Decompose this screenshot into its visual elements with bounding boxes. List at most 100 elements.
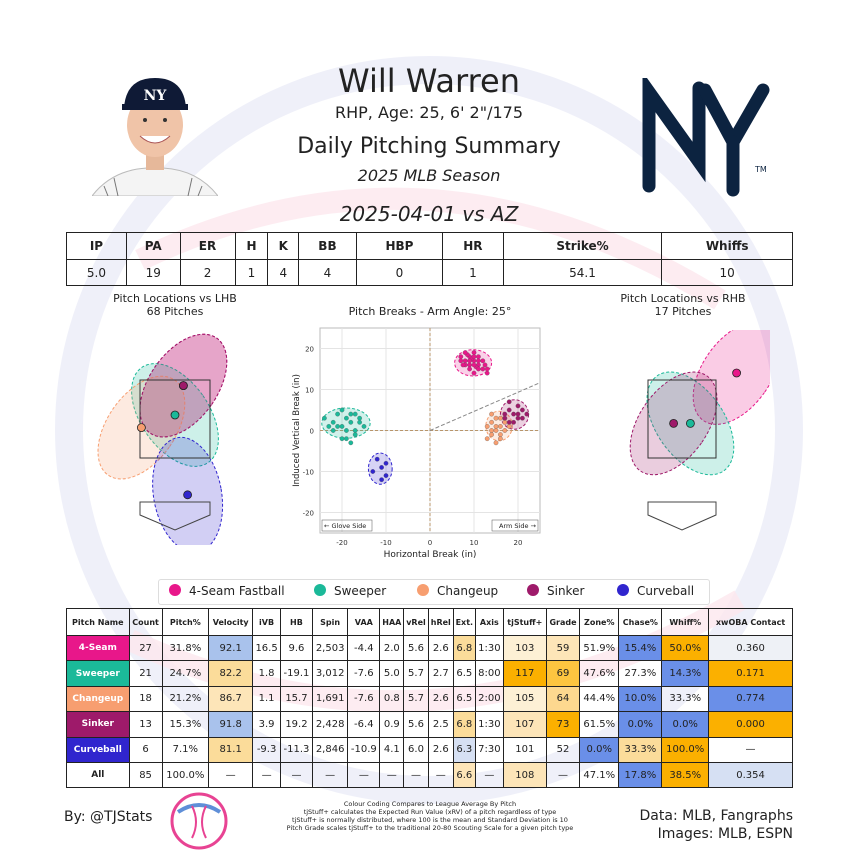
pitch-table-cell: 6.6 — [452, 761, 476, 789]
legend-item: Changeup — [417, 584, 498, 598]
svg-text:NY: NY — [144, 88, 168, 104]
break-point — [493, 428, 499, 433]
pitch-metrics-table: Pitch Name Count Pitch% Velocity iVB HB Spin VA… — [66, 608, 793, 789]
stats-header: K — [267, 232, 300, 260]
legend-swatch — [417, 584, 429, 596]
pitch-table-cell: 0.8 — [379, 685, 405, 713]
stats-value: 10 — [661, 259, 793, 286]
pitch-table-cell: — — [347, 761, 381, 789]
pitch-table-cell: 86.7 — [208, 685, 254, 713]
break-point — [471, 350, 477, 355]
home-plate — [647, 501, 717, 531]
break-point — [357, 415, 362, 421]
pitch-table-header: vRel — [403, 608, 429, 636]
break-point — [339, 407, 345, 413]
pitch-table-cell: 3,012 — [311, 660, 349, 687]
stats-value: 1 — [234, 259, 269, 286]
pitch-table-header: Ext. — [452, 608, 476, 636]
glove-side-box — [321, 519, 373, 532]
break-point — [379, 465, 384, 470]
pitch-table-cell: — — [545, 761, 581, 789]
rhb-pitch-count: 17 Pitches — [654, 305, 712, 318]
pitch-table-cell: 100.0% — [161, 761, 210, 789]
break-point — [515, 411, 521, 417]
pitch-table-cell: 50.0% — [661, 634, 710, 662]
pitch-table-cell: 2.7 — [427, 660, 454, 687]
break-point — [484, 366, 490, 372]
pitch-table-cell: 6.3 — [452, 736, 476, 763]
break-point — [476, 366, 481, 372]
player-name: Will Warren — [338, 62, 520, 100]
break-point — [502, 411, 508, 417]
location-point — [732, 368, 742, 378]
pitch-table-cell: 5.0 — [379, 660, 405, 687]
pitch-table-cell: 51.9% — [579, 634, 620, 662]
pitch-table-header: Zone% — [579, 608, 620, 636]
legend-label: Curveball — [637, 584, 695, 598]
pitch-table-cell: 2,428 — [311, 711, 349, 738]
stats-header: IP — [66, 232, 127, 260]
pitch-table-cell: 101 — [502, 736, 547, 763]
pitch-table-cell: 1.1 — [252, 685, 281, 713]
legend-item: Sweeper — [314, 584, 386, 598]
pitch-table-cell: 21.2% — [161, 685, 210, 713]
stats-header: H — [234, 232, 269, 260]
pitch-table-cell: 8:00 — [474, 660, 504, 687]
lhb-location-plot — [97, 333, 228, 545]
rhb-points — [669, 368, 742, 428]
byline: By: @TJStats — [64, 809, 153, 825]
break-point — [506, 419, 512, 425]
stats-header: HBP — [355, 232, 444, 260]
break-point — [458, 354, 464, 360]
pitch-table-header: HB — [279, 608, 313, 636]
break-point — [502, 419, 508, 425]
pitch-table-header: Axis — [474, 608, 504, 636]
pitch-table-cell: 0.000 — [708, 711, 793, 738]
pitch-table-cell: 6 — [128, 736, 163, 763]
pitch-table-cell: — — [379, 761, 405, 789]
break-point — [467, 358, 472, 364]
lhb-points — [137, 381, 192, 500]
pitch-table-cell: — — [279, 761, 313, 789]
stats-header: PA — [125, 232, 181, 260]
pitch-table-cell: 10.0% — [618, 685, 663, 713]
stats-value: 5.0 — [66, 259, 127, 286]
break-point — [515, 415, 521, 421]
break-point — [460, 362, 466, 368]
pitch-table-cell: -10.9 — [347, 736, 381, 763]
pitch-table-cell: — — [427, 761, 454, 789]
break-point — [462, 358, 468, 364]
pitch-table-row: Curveball 6 7.1% 81.1 -9.3 -11.3 2,846 -10.9 4.1… — [66, 736, 793, 763]
pitch-table-cell: 5.7 — [403, 685, 429, 713]
break-point — [467, 366, 472, 372]
pitch-table-cell: 6.5 — [452, 660, 476, 687]
pitch-table-cell: — — [311, 761, 349, 789]
break-point — [498, 436, 503, 442]
stats-value-row: 5.0 19 2 1 4 4 0 1 54.1 10 — [66, 259, 793, 286]
rhb-panel-title: Pitch Locations vs RHB 17 Pitches — [588, 292, 778, 318]
break-point — [458, 358, 464, 364]
player-info: RHP, Age: 25, 6' 2"/175 — [334, 103, 524, 122]
pitch-table-cell: — — [208, 761, 254, 789]
stats-header-row: IP PA ER H K BB HBP HR Strike% Whiffs — [66, 232, 793, 260]
pitch-table-cell: 91.8 — [208, 711, 254, 738]
rhb-ellipses — [629, 330, 770, 476]
glove-side-label: ← Glove Side — [324, 522, 366, 530]
pitch-table-cell: 2.6 — [427, 634, 454, 662]
pitch-table-cell: 0.171 — [708, 660, 793, 687]
pitch-table-cell: 2.0 — [379, 634, 405, 662]
break-point — [520, 415, 525, 421]
pitch-table-cell: 64 — [545, 685, 581, 713]
pitch-table-cell: 107 — [502, 711, 547, 738]
pitch-table-cell: — — [252, 761, 281, 789]
pitch-table-cell: 73 — [545, 711, 581, 738]
break-point — [484, 424, 490, 429]
x-tick-label: -20 — [336, 539, 347, 547]
footnote-line: Pitch Grade scales tjStuff+ to the tradi… — [286, 824, 574, 832]
pitch-table-cell: 0.360 — [708, 634, 793, 662]
footnote-line: tjStuff+ calculates the Expected Run Val… — [303, 808, 557, 816]
pitch-table-cell: 1,691 — [311, 685, 349, 713]
legend-swatch — [617, 584, 629, 596]
break-point — [335, 424, 340, 429]
break-point — [344, 436, 349, 442]
